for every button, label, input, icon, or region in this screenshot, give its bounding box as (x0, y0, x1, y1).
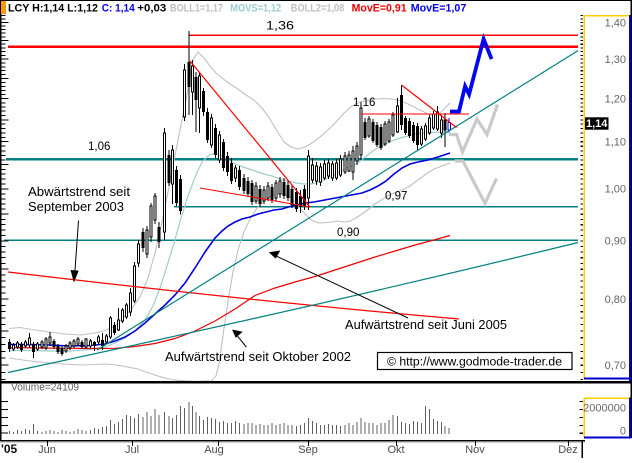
svg-text:C: 1,14: C: 1,14 (102, 3, 136, 15)
svg-text:Okt: Okt (387, 444, 404, 456)
svg-text:September 2003: September 2003 (28, 200, 124, 214)
svg-text:Jul: Jul (125, 444, 139, 456)
svg-text:LCY H:1,14 L:1,12: LCY H:1,14 L:1,12 (8, 3, 98, 15)
svg-text:0,90: 0,90 (337, 227, 359, 239)
svg-text:0,97: 0,97 (385, 191, 407, 203)
svg-text:BOLL1=1,17: BOLL1=1,17 (170, 3, 223, 15)
svg-text:1,14: 1,14 (586, 118, 608, 130)
svg-text:MovE=1,07: MovE=1,07 (411, 3, 467, 15)
svg-text:1,00: 1,00 (605, 184, 626, 196)
svg-text:© http://www.godmode-trader.de: © http://www.godmode-trader.de (387, 355, 562, 369)
svg-text:0,80: 0,80 (605, 294, 626, 306)
svg-text:1,20: 1,20 (605, 94, 626, 106)
svg-text:Jun: Jun (38, 444, 56, 456)
svg-text:MovE=0,91: MovE=0,91 (352, 3, 407, 15)
svg-text:1,36: 1,36 (266, 21, 294, 33)
svg-text:0: 0 (620, 425, 626, 437)
svg-text:1,40: 1,40 (605, 17, 626, 29)
svg-text:0,90: 0,90 (605, 236, 626, 248)
svg-text:Volume=24109: Volume=24109 (11, 382, 79, 394)
svg-text:Aug: Aug (204, 444, 224, 456)
svg-text:1,10: 1,10 (605, 137, 626, 149)
svg-text:Abwärtstrend seit: Abwärtstrend seit (28, 185, 131, 199)
svg-text:BOLL2=1,08: BOLL2=1,08 (291, 3, 345, 15)
svg-text:MOVS=1,12: MOVS=1,12 (230, 3, 281, 15)
svg-text:1,06: 1,06 (88, 141, 110, 153)
svg-text:0,70: 0,70 (605, 360, 626, 372)
svg-text:+0,03: +0,03 (137, 3, 166, 15)
svg-text:1,16: 1,16 (353, 97, 375, 109)
svg-text:2000000: 2000000 (583, 402, 626, 414)
svg-text:Aufwärtstrend seit Juni 2005: Aufwärtstrend seit Juni 2005 (345, 318, 507, 332)
svg-text:Dez: Dez (558, 444, 578, 456)
svg-text:Sep: Sep (298, 444, 318, 456)
svg-text:1,30: 1,30 (605, 54, 626, 66)
svg-text:'05: '05 (1, 442, 18, 456)
svg-text:Nov: Nov (465, 444, 485, 456)
svg-text:Aufwärtstrend seit Oktober 200: Aufwärtstrend seit Oktober 2002 (165, 350, 351, 364)
